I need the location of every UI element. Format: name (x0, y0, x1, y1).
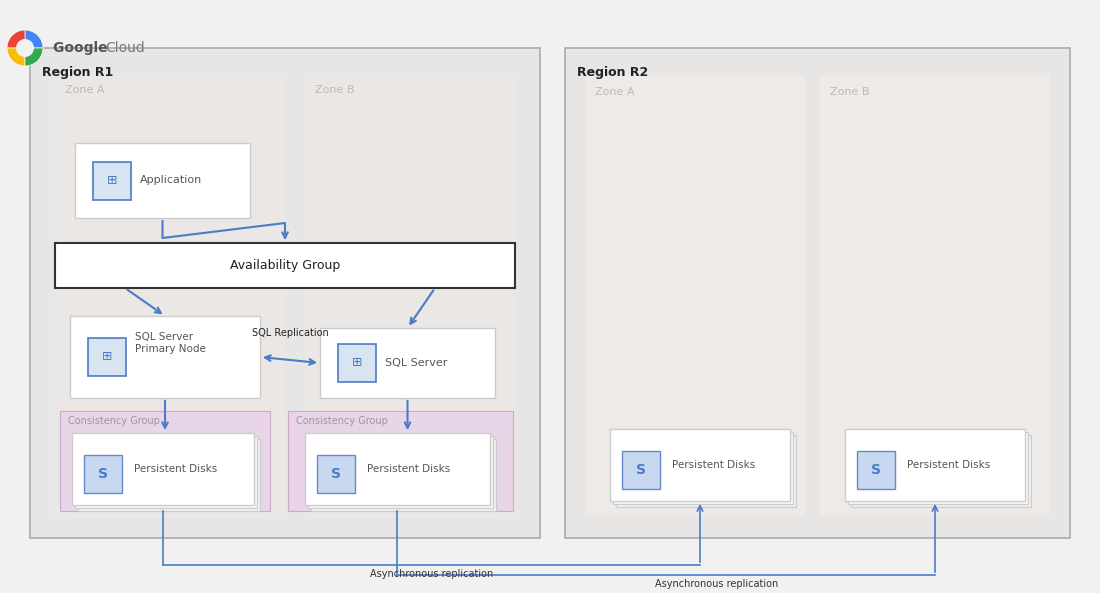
Text: Persistent Disks: Persistent Disks (134, 464, 218, 474)
Bar (320, 328, 495, 398)
Bar (55, 243, 515, 288)
Bar (585, 75, 805, 515)
Wedge shape (25, 30, 43, 48)
Text: S: S (636, 463, 646, 477)
Bar (848, 432, 1028, 504)
Bar (84, 455, 122, 493)
Bar (88, 338, 126, 376)
Text: Zone B: Zone B (315, 85, 354, 95)
Text: Asynchronous replication: Asynchronous replication (654, 579, 778, 589)
Wedge shape (7, 48, 25, 66)
Wedge shape (25, 48, 43, 66)
Bar (610, 429, 790, 501)
Bar (94, 162, 131, 200)
Text: Application: Application (140, 175, 202, 185)
Text: Consistency Group: Consistency Group (68, 416, 160, 426)
Bar (308, 436, 493, 508)
Bar (616, 435, 796, 507)
Bar (75, 143, 250, 218)
Bar (857, 451, 895, 489)
Bar (621, 451, 660, 489)
Text: Consistency Group: Consistency Group (296, 416, 388, 426)
Text: Google: Google (53, 41, 112, 55)
Bar (288, 411, 513, 511)
Text: Cloud: Cloud (104, 41, 145, 55)
Bar (70, 316, 260, 398)
Text: Persistent Disks: Persistent Disks (367, 464, 450, 474)
Text: S: S (331, 467, 341, 481)
Text: Region R1: Region R1 (42, 66, 113, 79)
Text: SQL Replication: SQL Replication (252, 328, 329, 338)
Text: ⊞: ⊞ (352, 356, 362, 369)
Bar (75, 436, 257, 508)
Text: SQL Server
Primary Node: SQL Server Primary Node (135, 332, 206, 354)
Text: S: S (98, 467, 108, 481)
Text: Persistent Disks: Persistent Disks (908, 460, 990, 470)
Text: ⊞: ⊞ (101, 350, 112, 364)
Text: Region R2: Region R2 (578, 66, 648, 79)
Text: Asynchronous replication: Asynchronous replication (370, 569, 493, 579)
Text: SQL Server: SQL Server (385, 358, 448, 368)
Bar (565, 48, 1070, 538)
Bar (72, 433, 254, 505)
Bar (305, 433, 490, 505)
Text: Zone A: Zone A (65, 85, 104, 95)
Text: Zone A: Zone A (595, 87, 635, 97)
Bar (78, 439, 260, 511)
Text: Persistent Disks: Persistent Disks (672, 460, 756, 470)
Bar (613, 432, 793, 504)
Text: Zone B: Zone B (830, 87, 869, 97)
Bar (851, 435, 1031, 507)
Bar (820, 75, 1050, 515)
Text: S: S (871, 463, 881, 477)
Circle shape (16, 39, 34, 57)
Bar (60, 411, 270, 511)
Bar (55, 73, 285, 518)
Text: Availability Group: Availability Group (230, 259, 340, 272)
Wedge shape (7, 30, 25, 48)
Bar (30, 48, 540, 538)
Bar (305, 73, 515, 518)
Bar (311, 439, 496, 511)
Bar (317, 455, 355, 493)
Bar (845, 429, 1025, 501)
Text: ⊞: ⊞ (107, 174, 118, 187)
Bar (338, 344, 376, 382)
